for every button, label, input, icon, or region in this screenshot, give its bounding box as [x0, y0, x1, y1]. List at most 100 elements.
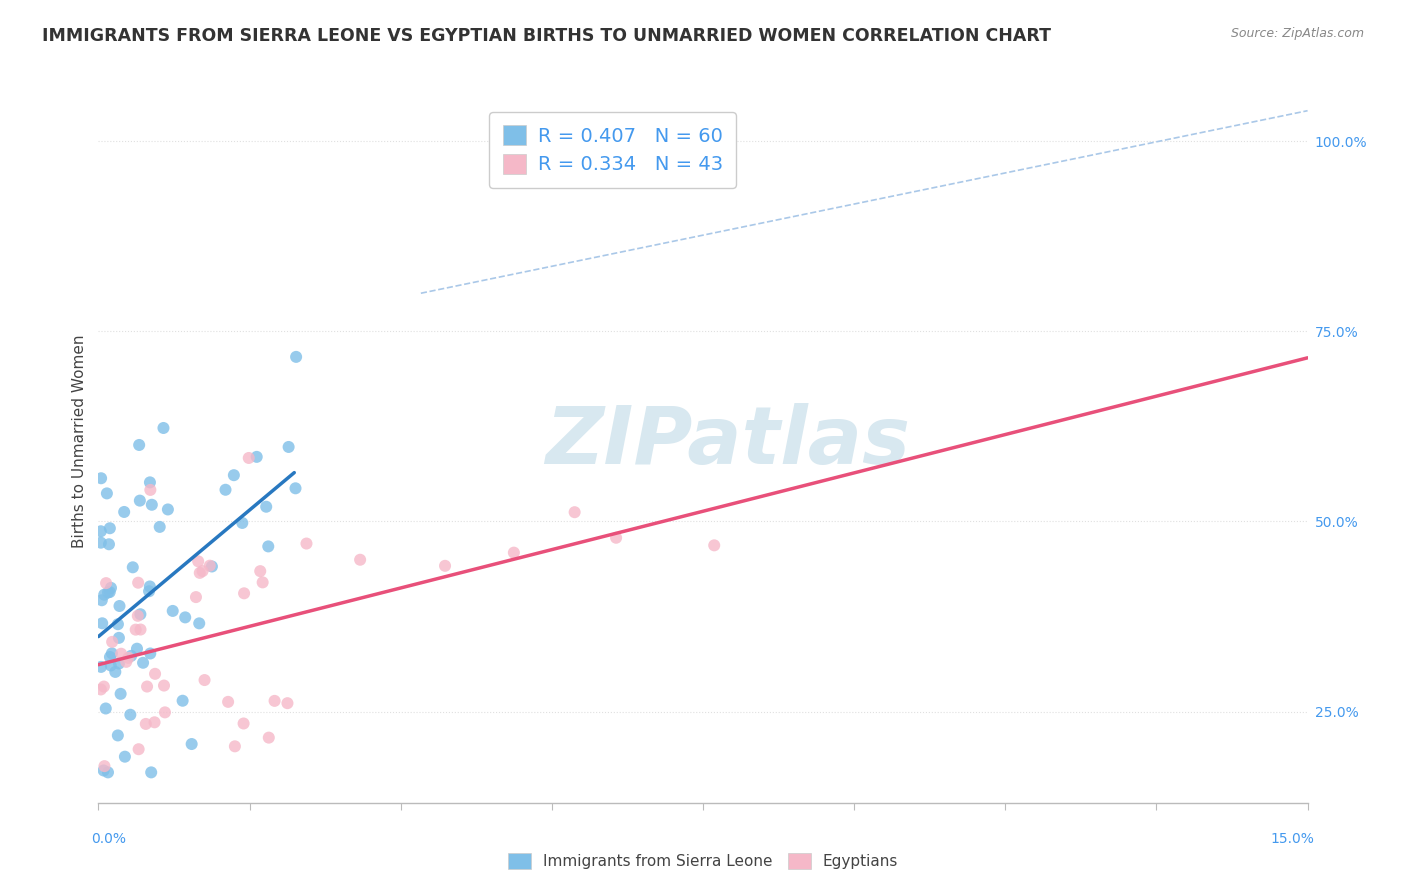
Point [141, 498, 163, 512]
Point [90, 660, 112, 674]
Text: ZIPatlas: ZIPatlas [544, 402, 910, 481]
Point [90, 524, 112, 539]
Point [162, 604, 184, 618]
Point [214, 483, 236, 497]
Point [156, 502, 179, 516]
Point [93, 764, 115, 778]
Point [138, 584, 160, 599]
Point [94, 576, 117, 591]
Text: Source: ZipAtlas.com: Source: ZipAtlas.com [1230, 27, 1364, 40]
Point [188, 616, 211, 631]
Point [100, 581, 122, 595]
Point [139, 483, 162, 497]
Point [108, 599, 131, 613]
Point [139, 579, 162, 593]
Point [96, 486, 118, 500]
Point [231, 516, 253, 530]
Point [222, 468, 245, 483]
Point [434, 558, 457, 573]
Legend: R = 0.407   N = 60, R = 0.334   N = 43: R = 0.407 N = 60, R = 0.334 N = 43 [489, 112, 737, 187]
Point [100, 658, 122, 673]
Point [98, 650, 121, 665]
Point [143, 666, 166, 681]
Point [285, 350, 308, 364]
Point [184, 590, 207, 604]
Point [127, 575, 149, 590]
Point [295, 536, 318, 550]
Point [153, 679, 176, 693]
Point [141, 765, 163, 780]
Point [152, 421, 174, 435]
Point [90, 535, 112, 549]
Point [93, 588, 115, 602]
Point [224, 739, 246, 754]
Point [128, 493, 150, 508]
Point [97, 765, 120, 780]
Point [104, 665, 127, 679]
Point [139, 647, 162, 661]
Point [101, 646, 124, 660]
Point [257, 731, 280, 745]
Point [90, 682, 112, 697]
Point [114, 749, 136, 764]
Point [108, 631, 131, 645]
Point [605, 531, 627, 545]
Point [110, 687, 132, 701]
Point [252, 575, 274, 590]
Point [98, 537, 121, 551]
Point [257, 540, 280, 554]
Point [233, 586, 256, 600]
Point [238, 450, 260, 465]
Point [107, 728, 129, 742]
Point [135, 717, 157, 731]
Point [93, 680, 115, 694]
Point [249, 564, 271, 578]
Point [112, 505, 135, 519]
Y-axis label: Births to Unmarried Women: Births to Unmarried Women [72, 334, 87, 549]
Point [125, 623, 148, 637]
Point [149, 520, 172, 534]
Point [143, 715, 166, 730]
Point [120, 648, 142, 663]
Point [97, 585, 120, 599]
Point [349, 553, 371, 567]
Point [107, 617, 129, 632]
Point [94, 701, 117, 715]
Point [188, 566, 211, 580]
Point [198, 558, 221, 573]
Point [263, 694, 285, 708]
Point [117, 651, 139, 665]
Point [153, 706, 176, 720]
Point [246, 450, 269, 464]
Point [120, 707, 142, 722]
Point [129, 607, 152, 622]
Point [136, 680, 159, 694]
Point [191, 564, 214, 578]
Point [139, 475, 162, 490]
Point [276, 696, 298, 710]
Point [108, 657, 131, 671]
Point [98, 521, 121, 535]
Point [98, 585, 121, 599]
Point [91, 616, 114, 631]
Point [502, 546, 524, 560]
Legend: Immigrants from Sierra Leone, Egyptians: Immigrants from Sierra Leone, Egyptians [502, 847, 904, 875]
Point [232, 716, 254, 731]
Point [90, 471, 112, 485]
Point [187, 554, 209, 568]
Text: 15.0%: 15.0% [1271, 832, 1315, 846]
Point [127, 608, 149, 623]
Point [284, 481, 307, 495]
Point [115, 655, 138, 669]
Point [129, 623, 152, 637]
Point [110, 647, 132, 661]
Point [217, 695, 239, 709]
Point [193, 673, 215, 687]
Point [93, 759, 115, 773]
Point [174, 610, 197, 624]
Point [172, 694, 194, 708]
Point [564, 505, 586, 519]
Text: 0.0%: 0.0% [91, 832, 127, 846]
Point [125, 641, 148, 656]
Point [201, 559, 224, 574]
